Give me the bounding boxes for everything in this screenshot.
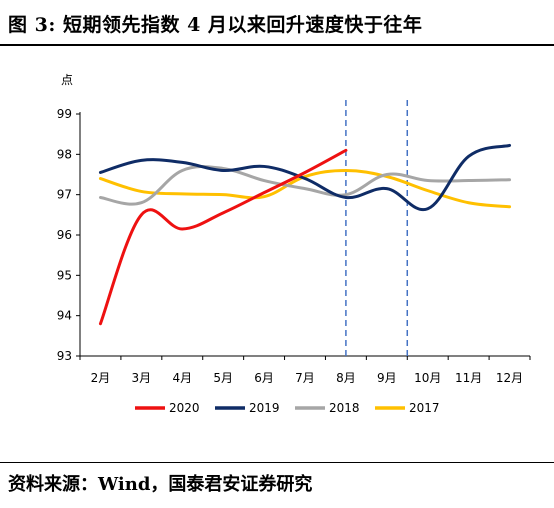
y-tick-label: 94: [57, 309, 72, 323]
x-tick-label: 10月: [414, 371, 441, 385]
y-tick-label: 99: [57, 107, 72, 121]
x-tick-label: 2月: [91, 371, 111, 385]
y-tick-label: 93: [57, 349, 72, 363]
y-tick-label: 98: [57, 147, 72, 161]
y-axis-label: 点: [61, 73, 73, 87]
line-chart: 93 94 95 96 97 98 99 点 2月 3月 4月 5月 6月 7月 8月 9月 10月 11月 12月…: [57, 73, 531, 415]
y-tick-label: 97: [57, 188, 72, 202]
figure-title: 图 3: 短期领先指数 4 月以来回升速度快于往年: [8, 14, 423, 36]
footer-divider: [0, 462, 554, 463]
figure-header: 图 3: 短期领先指数 4 月以来回升速度快于往年: [0, 0, 554, 46]
legend-label-2017: 2017: [409, 401, 440, 415]
legend-label-2018: 2018: [329, 401, 360, 415]
legend-label-2019: 2019: [249, 401, 280, 415]
title-divider: [0, 44, 554, 46]
x-tick-label: 5月: [213, 371, 233, 385]
series-line-2018: [98, 164, 512, 206]
x-tick-label: 9月: [377, 371, 397, 385]
series-line-2019: [98, 143, 512, 212]
x-tick-label: 6月: [254, 371, 274, 385]
series-line-2017: [98, 168, 512, 209]
y-tick-label: 95: [57, 268, 72, 282]
x-tick-label: 11月: [455, 371, 482, 385]
x-tick-label: 7月: [295, 371, 315, 385]
y-tick-label: 96: [57, 228, 72, 242]
legend-label-2020: 2020: [169, 401, 200, 415]
series-line-2020: [98, 148, 348, 326]
x-tick-label: 4月: [172, 371, 192, 385]
source-note: 资料来源：Wind，国泰君安证券研究: [8, 474, 313, 495]
x-tick-label: 3月: [132, 371, 152, 385]
x-tick-label: 8月: [336, 371, 356, 385]
x-tick-label: 12月: [496, 371, 523, 385]
